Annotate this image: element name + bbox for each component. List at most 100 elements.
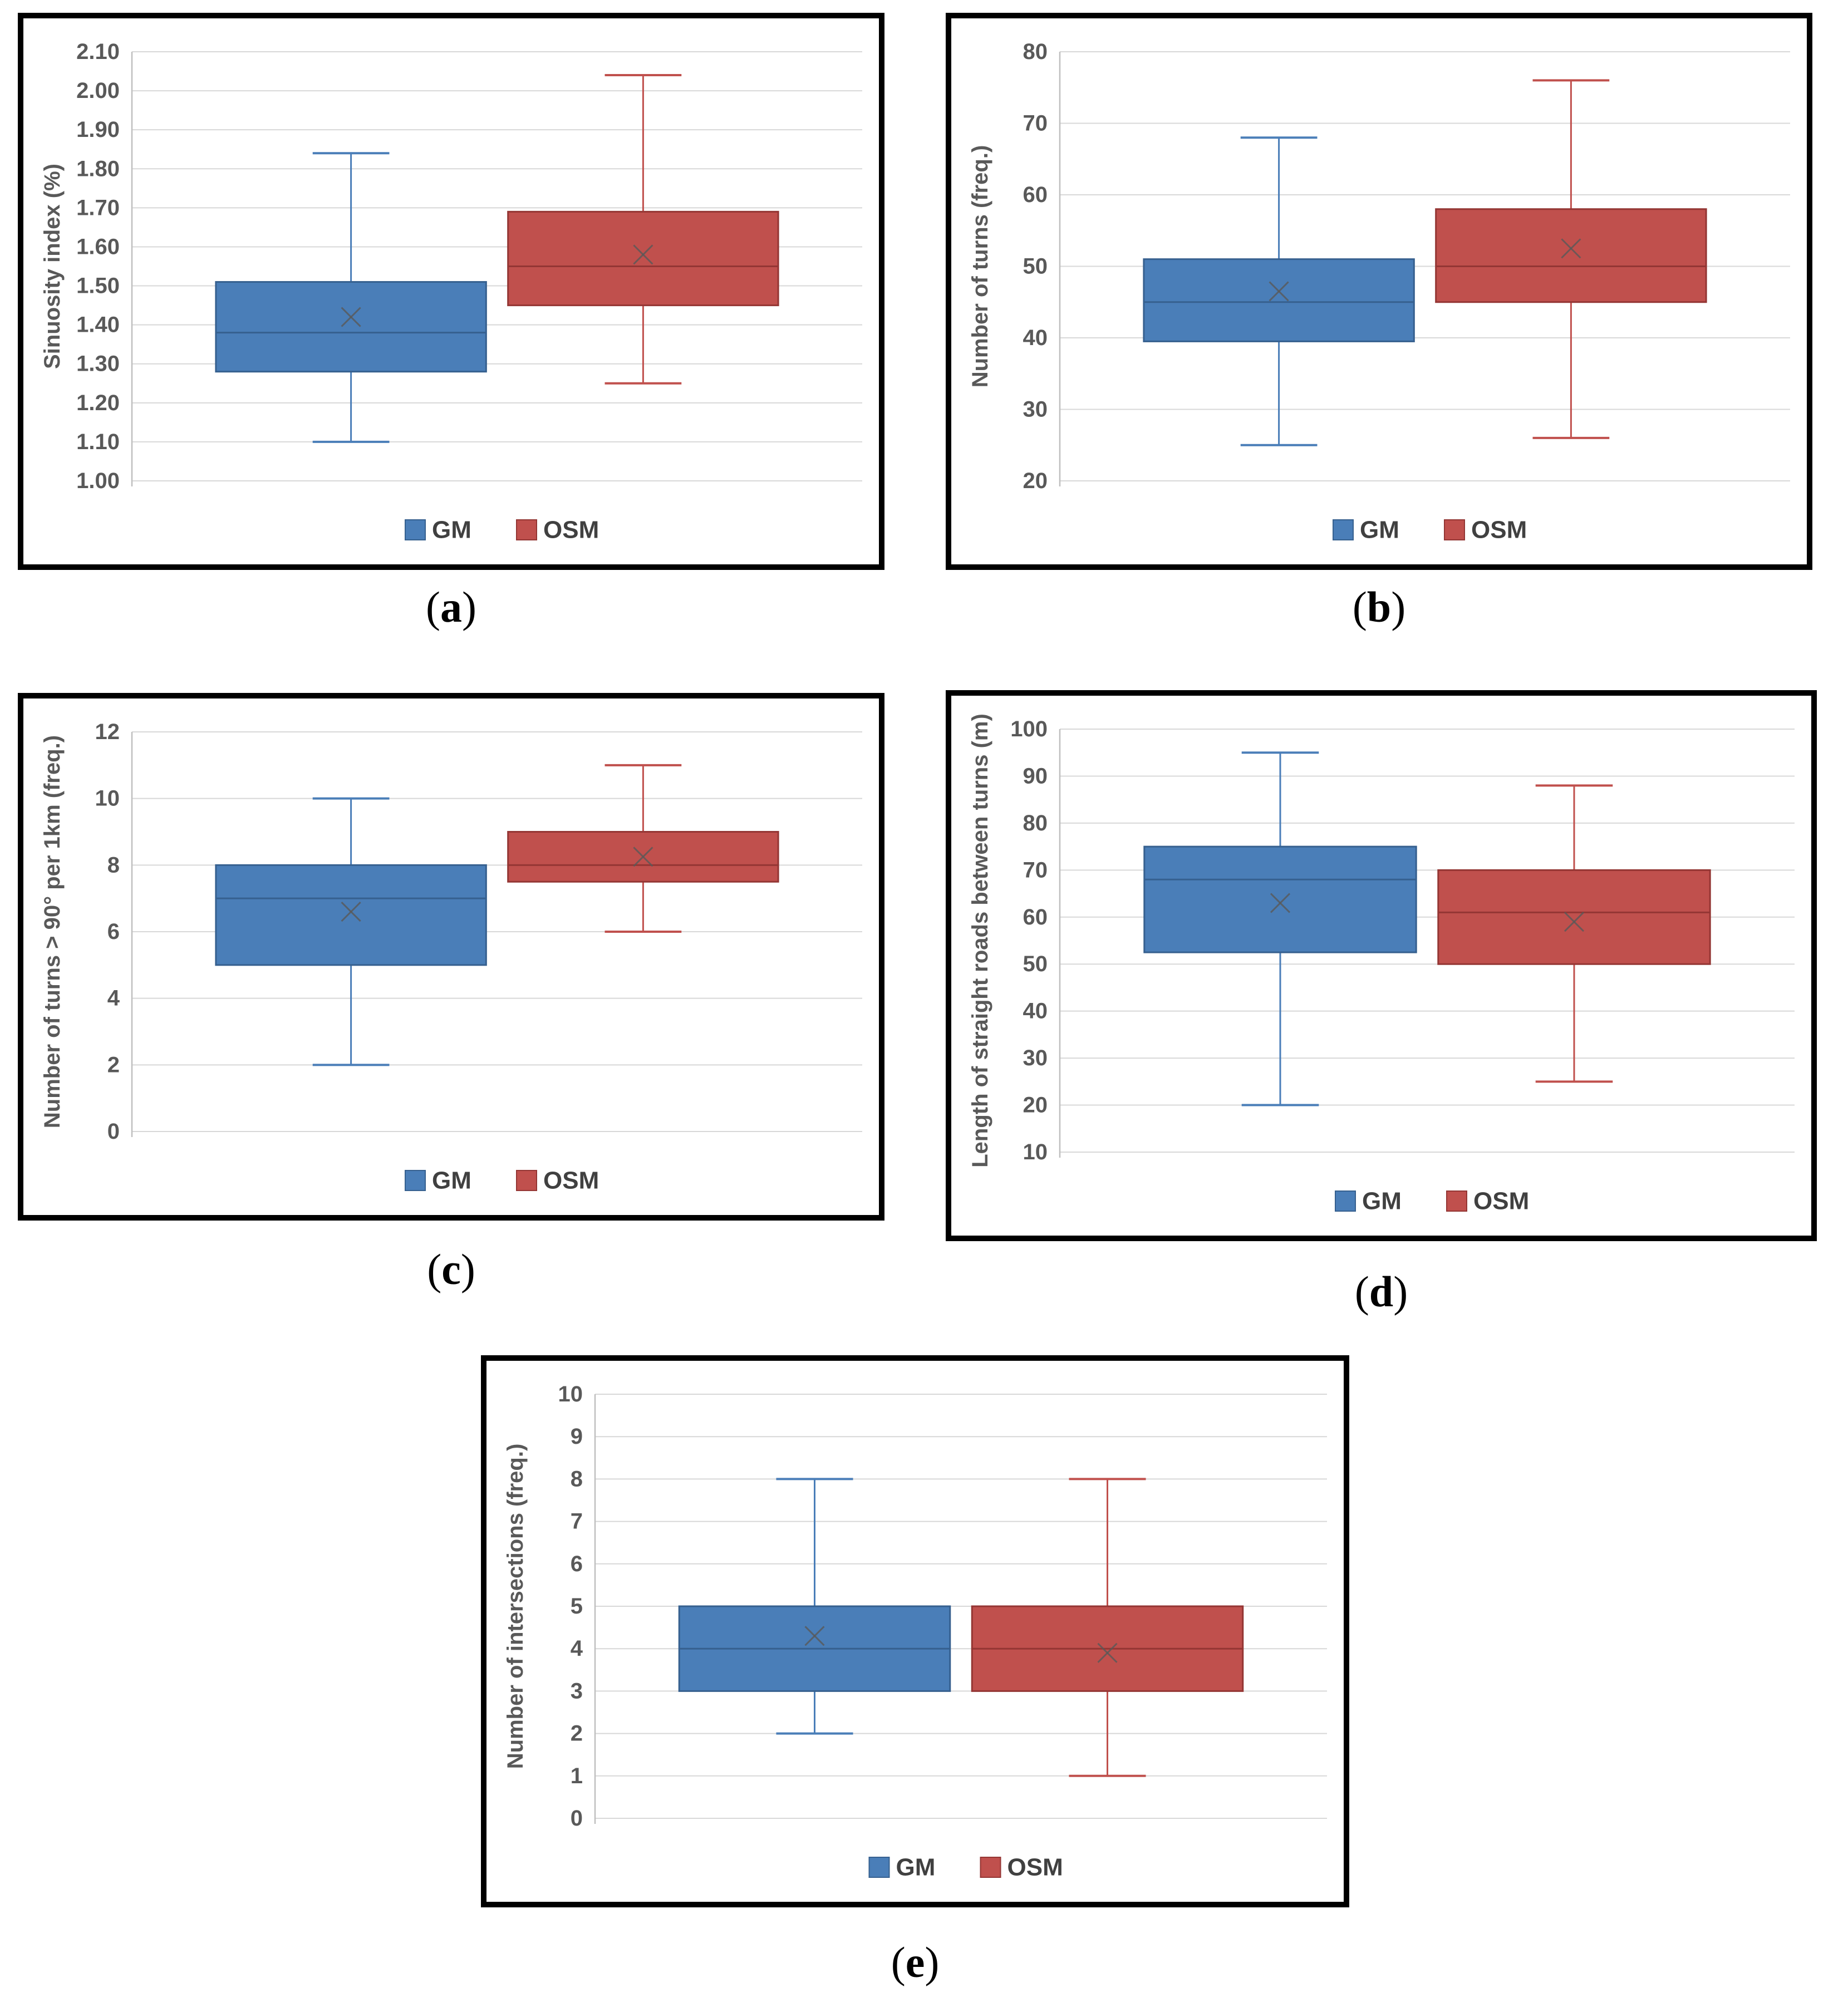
iqr-box (1437, 869, 1711, 965)
legend-swatch-gm (868, 1857, 890, 1878)
iqr-box (1143, 845, 1417, 953)
y-tick-label: 12 (95, 720, 120, 744)
box-series-gm (215, 152, 487, 443)
y-tick-label: 20 (1023, 469, 1048, 493)
y-tick-label: 20 (1023, 1093, 1048, 1118)
y-tick-label: 4 (571, 1636, 583, 1661)
y-tick-label: 90 (1023, 764, 1048, 788)
iqr-box (1435, 208, 1707, 303)
y-tick-label: 5 (571, 1594, 583, 1619)
iqr-box (215, 864, 487, 966)
iqr-box (507, 210, 779, 307)
y-tick-label: 0 (107, 1119, 120, 1144)
legend-label-gm: GM (432, 1167, 471, 1194)
y-tick-label: 10 (558, 1382, 583, 1406)
mean-marker (1561, 238, 1581, 259)
boxplot-chart-b: 20 30 40 50 60 70 80 Number of turns (freq.) GM O… (968, 40, 1790, 544)
y-tick-label: 10 (95, 786, 120, 811)
mean-marker (633, 847, 653, 867)
legend-swatch-gm (405, 1170, 426, 1191)
y-axis-title: Length of straight roads between turns (… (968, 714, 992, 1168)
y-tick-label: 50 (1023, 254, 1048, 279)
y-tick-label: 1.10 (76, 430, 120, 454)
y-tick-label: 80 (1023, 811, 1048, 835)
y-tick-label: 1 (571, 1764, 583, 1788)
y-axis-title: Number of turns > 90° per 1km (freq.) (40, 735, 65, 1128)
box-series-gm (1143, 136, 1415, 446)
y-tick-label: 1.80 (76, 156, 120, 181)
y-tick-label: 6 (107, 919, 120, 944)
legend-label-osm: OSM (543, 516, 599, 544)
panel-e-number-of-intersections: 0 1 2 3 4 5 6 7 8 9 10 Number of intersections (fre… (481, 1355, 1349, 1907)
y-tick-label: 40 (1023, 326, 1048, 350)
y-tick-label: 7 (571, 1509, 583, 1534)
y-tick-label: 8 (571, 1467, 583, 1491)
caption-b: (b) (1352, 583, 1406, 631)
boxplot-chart-c: 0 2 4 6 8 10 12 Number of turns > 90° per 1km (… (40, 720, 862, 1194)
y-tick-label: 60 (1023, 905, 1048, 929)
mean-marker (341, 307, 361, 327)
mean-marker (1097, 1642, 1118, 1663)
mean-marker (804, 1626, 825, 1646)
y-tick-label: 2 (107, 1052, 120, 1077)
y-tick-label: 2.10 (76, 40, 120, 64)
y-tick-label: 10 (1023, 1140, 1048, 1164)
box-series-gm (678, 1478, 951, 1735)
legend-swatch-osm (516, 519, 537, 540)
y-axis-title: Number of intersections (freq.) (503, 1444, 528, 1769)
y-tick-label: 1.60 (76, 234, 120, 259)
panel-d-straight-road-length: 10 20 30 40 50 60 70 80 90 100 Length of straight … (946, 690, 1817, 1241)
y-tick-label: 30 (1023, 1046, 1048, 1070)
panel-a-sinuosity-index: 1.00 1.10 1.20 1.30 1.40 1.50 1.60 1.70 1.80 1.90… (18, 13, 884, 570)
y-tick-label: 1.90 (76, 117, 120, 142)
box-series-osm (1435, 79, 1707, 439)
y-axis-title: Number of turns (freq.) (968, 145, 992, 388)
legend-label-gm: GM (1360, 516, 1399, 544)
iqr-box (215, 281, 487, 373)
y-tick-label: 100 (1010, 717, 1048, 741)
y-tick-label: 1.00 (76, 469, 120, 493)
legend-label-gm: GM (1362, 1188, 1402, 1215)
box-series-gm (215, 797, 487, 1066)
y-tick-label: 70 (1023, 111, 1048, 136)
boxplot-chart-d: 10 20 30 40 50 60 70 80 90 100 Length of straight … (968, 714, 1795, 1215)
caption-e: (e) (891, 1938, 940, 1986)
legend-swatch-gm (1335, 1191, 1356, 1212)
box-series-osm (971, 1478, 1244, 1777)
y-tick-label: 60 (1023, 183, 1048, 207)
caption-d: (d) (1354, 1267, 1408, 1316)
legend-label-osm: OSM (1471, 516, 1527, 544)
legend-swatch-osm (516, 1170, 537, 1191)
y-tick-label: 3 (571, 1679, 583, 1703)
y-tick-label: 2 (571, 1721, 583, 1746)
iqr-box (1143, 258, 1415, 342)
panel-c-turns-over-90: 0 2 4 6 8 10 12 Number of turns > 90° per 1km (… (18, 693, 884, 1221)
legend-swatch-osm (980, 1857, 1001, 1878)
y-tick-label: 6 (571, 1552, 583, 1576)
legend-label-gm: GM (432, 516, 471, 544)
box-series-osm (507, 764, 779, 933)
y-tick-label: 1.30 (76, 352, 120, 376)
y-tick-label: 8 (107, 853, 120, 877)
legend-label-osm: OSM (543, 1167, 599, 1194)
y-tick-label: 9 (571, 1424, 583, 1449)
legend-swatch-osm (1446, 1191, 1467, 1212)
y-tick-label: 1.20 (76, 391, 120, 415)
panel-b-number-of-turns: 20 30 40 50 60 70 80 Number of turns (freq.) GM O… (946, 13, 1812, 570)
y-tick-label: 40 (1023, 999, 1048, 1024)
mean-marker (1270, 893, 1291, 913)
caption-c: (c) (427, 1245, 475, 1293)
boxplot-chart-a: 1.00 1.10 1.20 1.30 1.40 1.50 1.60 1.70 1.80 1.90… (40, 40, 862, 544)
legend-label-gm: GM (896, 1854, 936, 1881)
caption-a: (a) (426, 583, 476, 631)
y-tick-label: 1.50 (76, 274, 120, 298)
y-tick-label: 1.70 (76, 195, 120, 220)
box-series-osm (507, 74, 779, 385)
y-tick-label: 0 (571, 1806, 583, 1831)
legend-label-osm: OSM (1473, 1188, 1529, 1215)
legend-swatch-osm (1444, 519, 1465, 540)
box-series-osm (1437, 784, 1711, 1083)
y-tick-label: 2.00 (76, 78, 120, 103)
y-tick-label: 30 (1023, 397, 1048, 422)
